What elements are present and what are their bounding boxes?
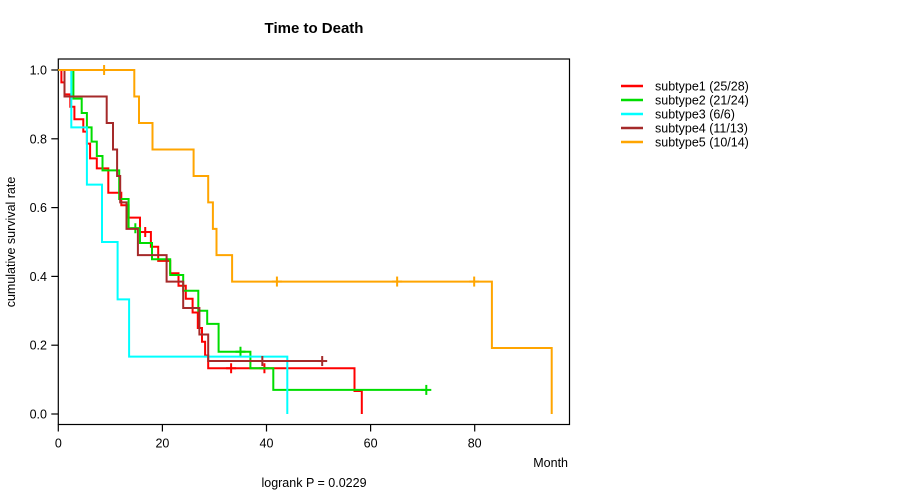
x-axis-ticks: 0 20 40 60 80 xyxy=(55,424,482,451)
logrank-p-annotation: logrank P = 0.0229 xyxy=(261,476,366,490)
chart-title: Time to Death xyxy=(265,20,364,37)
y-tick-label: 0.0 xyxy=(30,408,47,422)
y-tick-label: 0.4 xyxy=(30,270,47,284)
survival-curve xyxy=(58,69,553,414)
x-tick-label: 20 xyxy=(155,437,169,451)
legend-item: subtype1 (25/28) xyxy=(621,80,749,94)
legend-item: subtype5 (10/14) xyxy=(621,136,749,150)
y-tick-label: 0.6 xyxy=(30,201,47,215)
y-tick-label: 0.2 xyxy=(30,339,47,353)
legend-label: subtype3 (6/6) xyxy=(655,108,735,122)
legend-label: subtype5 (10/14) xyxy=(655,136,749,150)
y-tick-label: 0.8 xyxy=(30,132,47,146)
legend: subtype1 (25/28)subtype2 (21/24)subtype3… xyxy=(621,80,749,150)
y-axis-ticks: 0.0 0.2 0.4 0.6 0.8 1.0 xyxy=(30,64,59,422)
survival-curve xyxy=(58,69,323,362)
x-tick-label: 60 xyxy=(364,437,378,451)
legend-label: subtype4 (11/13) xyxy=(655,122,748,136)
plot-box xyxy=(57,58,571,426)
x-axis-label: Month xyxy=(533,456,568,470)
legend-item: subtype2 (21/24) xyxy=(621,94,749,108)
survival-curves xyxy=(58,65,553,414)
y-axis-label: cumulative survival rate xyxy=(4,177,18,308)
x-tick-label: 80 xyxy=(468,437,482,451)
legend-item: subtype4 (11/13) xyxy=(621,122,748,136)
legend-label: subtype1 (25/28) xyxy=(655,80,749,94)
survival-curve xyxy=(58,69,289,414)
x-tick-label: 0 xyxy=(55,437,62,451)
survival-curve xyxy=(58,69,427,391)
legend-label: subtype2 (21/24) xyxy=(655,94,749,108)
y-tick-label: 1.0 xyxy=(30,64,47,78)
legend-item: subtype3 (6/6) xyxy=(621,108,735,122)
x-tick-label: 40 xyxy=(260,437,274,451)
